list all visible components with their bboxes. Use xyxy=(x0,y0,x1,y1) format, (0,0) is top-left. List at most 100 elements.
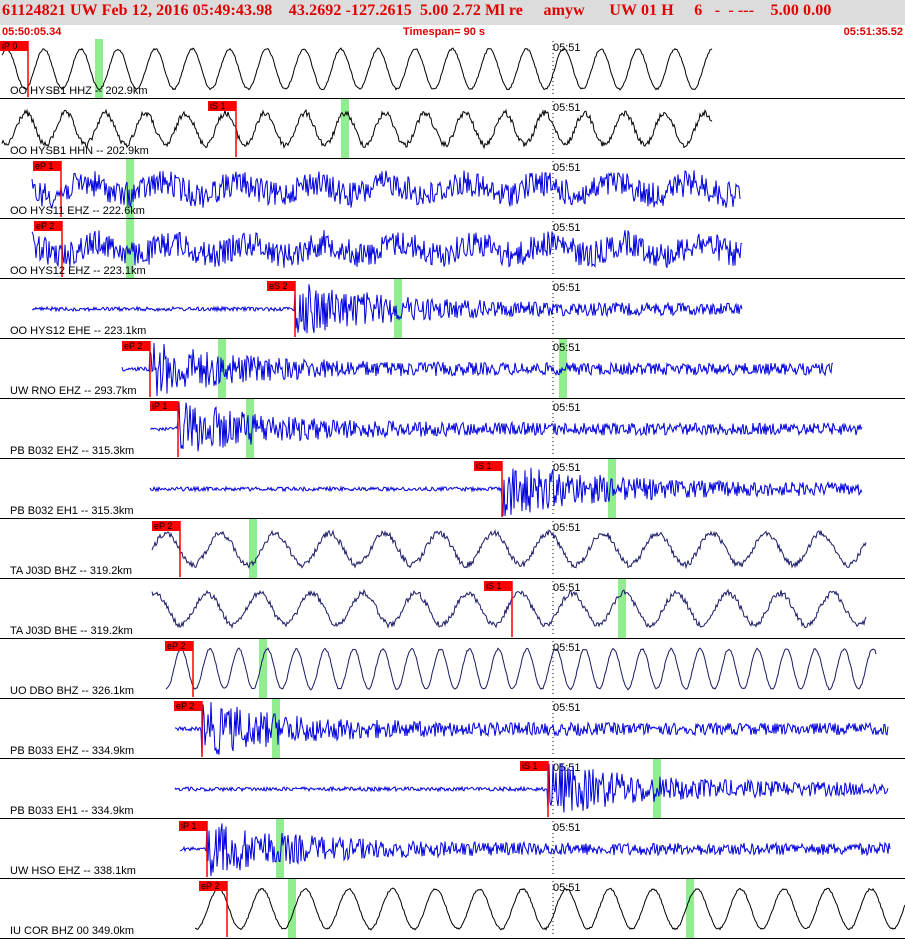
trace-row[interactable]: 05:51 eP 2 TA J03D BHZ -- 319.2km xyxy=(0,519,905,579)
waveform xyxy=(31,284,743,334)
pick-label: iP 1 xyxy=(152,401,167,411)
pick-label: eP 2 xyxy=(154,521,172,531)
trace-row[interactable]: 05:51 eP 2 PB B033 EHZ -- 334.9km xyxy=(0,699,905,759)
pick-flag[interactable] xyxy=(199,881,227,891)
pick-label: iS 1 xyxy=(476,461,492,471)
trace-row[interactable]: 05:51 eP 2 OO HYS12 EHZ -- 223.1km xyxy=(0,219,905,279)
waveform xyxy=(31,230,743,268)
minute-label: 05:51 xyxy=(553,762,581,774)
theoretical-arrival-marker xyxy=(608,459,616,518)
waveform xyxy=(1,108,713,150)
timespan-label: Timespan= 90 s xyxy=(403,26,486,38)
waveform xyxy=(165,647,877,691)
event-header: 61124821 UW Feb 12, 2016 05:49:43.98 43.… xyxy=(0,0,905,26)
minute-label: 05:51 xyxy=(553,402,581,414)
theoretical-arrival-marker xyxy=(276,819,284,878)
start-time: 05:50:05.34 xyxy=(2,26,62,38)
pick-label: eP 2 xyxy=(124,341,142,351)
pick-flag[interactable] xyxy=(267,281,295,291)
pick-flag[interactable] xyxy=(179,821,207,831)
trace-row[interactable]: 05:51 eS 2 OO HYS12 EHE -- 223.1km xyxy=(0,279,905,339)
minute-label: 05:51 xyxy=(553,162,581,174)
trace-row[interactable]: 05:51 iP 1 UW HSO EHZ -- 338.1km xyxy=(0,819,905,879)
waveform xyxy=(149,467,863,517)
waveform xyxy=(179,823,891,877)
theoretical-arrival-marker xyxy=(686,879,694,938)
station-label: UW HSO EHZ -- 338.1km xyxy=(10,865,136,877)
trace-row[interactable]: 05:51 iP 0 OO HYSB1 HHZ -- 202.9km xyxy=(0,39,905,99)
minute-label: 05:51 xyxy=(553,282,581,294)
theoretical-arrival-marker xyxy=(249,519,257,578)
pick-flag[interactable] xyxy=(520,761,548,771)
trace-row[interactable]: 05:51 iS 1 PB B032 EH1 -- 315.3km xyxy=(0,459,905,519)
pick-flag[interactable] xyxy=(208,101,236,111)
pick-label: eS 2 xyxy=(269,281,288,291)
pick-label: eP 2 xyxy=(167,641,185,651)
pick-flag[interactable] xyxy=(174,701,202,711)
minute-label: 05:51 xyxy=(553,882,581,894)
trace-row[interactable]: 05:51 iS 1 PB B033 EH1 -- 334.9km xyxy=(0,759,905,819)
trace-row[interactable]: 05:51 eP 2 UW RNO EHZ -- 293.7km xyxy=(0,339,905,399)
pick-label: iS 1 xyxy=(210,101,226,111)
waveform xyxy=(1,47,713,91)
pick-flag[interactable] xyxy=(474,461,502,471)
minute-label: 05:51 xyxy=(553,102,581,114)
pick-label: eP 1 xyxy=(35,161,53,171)
trace-row[interactable]: 05:51 eP 1 OO HYS11 EHZ -- 222.6km xyxy=(0,159,905,219)
waveform xyxy=(151,528,867,570)
event-summary: 61124821 UW Feb 12, 2016 05:49:43.98 43.… xyxy=(2,2,832,19)
pick-flag[interactable] xyxy=(150,401,178,411)
minute-label: 05:51 xyxy=(553,522,581,534)
pick-flag[interactable] xyxy=(34,221,62,231)
theoretical-arrival-marker xyxy=(126,219,134,278)
theoretical-arrival-marker xyxy=(559,339,567,398)
minute-label: 05:51 xyxy=(553,42,581,54)
pick-flag[interactable] xyxy=(152,521,180,531)
theoretical-arrival-marker xyxy=(288,879,296,938)
trace-row[interactable]: 05:51 iS 1 TA J03D BHE -- 319.2km xyxy=(0,579,905,639)
theoretical-arrival-marker xyxy=(95,39,103,98)
station-label: PB B032 EH1 -- 315.3km xyxy=(10,505,134,517)
end-time: 05:51:35.52 xyxy=(843,26,903,38)
time-bar: 05:50:05.34 Timespan= 90 s 05:51:35.52 xyxy=(0,25,905,39)
pick-flag[interactable] xyxy=(122,341,150,351)
station-label: UO DBO BHZ -- 326.1km xyxy=(10,685,134,697)
station-label: OO HYS11 EHZ -- 222.6km xyxy=(10,205,145,217)
trace-row[interactable]: 05:51 iP 1 PB B032 EHZ -- 315.3km xyxy=(0,399,905,459)
theoretical-arrival-marker xyxy=(126,159,134,218)
trace-row[interactable]: 05:51 eP 2 UO DBO BHZ -- 326.1km xyxy=(0,639,905,699)
minute-label: 05:51 xyxy=(553,582,581,594)
station-label: OO HYS12 EHE -- 223.1km xyxy=(10,325,146,337)
trace-row[interactable]: 05:51 eP 2 IU COR BHZ 00 349.0km xyxy=(0,879,905,939)
theoretical-arrival-marker xyxy=(394,279,402,338)
waveform xyxy=(174,702,889,757)
minute-label: 05:51 xyxy=(553,462,581,474)
theoretical-arrival-marker xyxy=(618,579,626,638)
pick-flag[interactable] xyxy=(33,161,61,171)
pick-label: eP 2 xyxy=(201,881,219,891)
seismogram-panel[interactable]: 05:51 iP 0 OO HYSB1 HHZ -- 202.9km 05:51 iS … xyxy=(0,39,905,940)
waveform xyxy=(194,887,905,931)
waveform xyxy=(121,342,834,397)
minute-label: 05:51 xyxy=(553,342,581,354)
station-label: TA J03D BHZ -- 319.2km xyxy=(10,565,132,577)
waveform xyxy=(174,763,889,813)
minute-label: 05:51 xyxy=(553,702,581,714)
trace-row[interactable]: 05:51 iS 1 OO HYSB1 HHN -- 202.9km xyxy=(0,99,905,159)
theoretical-arrival-marker xyxy=(259,639,267,698)
pick-label: eP 2 xyxy=(176,701,194,711)
seismogram-traces[interactable]: 05:51 iP 0 OO HYSB1 HHZ -- 202.9km 05:51 iS … xyxy=(0,39,905,940)
pick-label: eP 2 xyxy=(36,221,54,231)
station-label: PB B033 EHZ -- 334.9km xyxy=(10,745,134,757)
pick-flag[interactable] xyxy=(165,641,193,651)
theoretical-arrival-marker xyxy=(272,699,280,758)
pick-flag[interactable] xyxy=(0,41,28,51)
station-label: PB B032 EHZ -- 315.3km xyxy=(10,445,134,457)
waveform xyxy=(151,588,867,630)
station-label: OO HYSB1 HHN -- 202.9km xyxy=(10,145,149,157)
minute-label: 05:51 xyxy=(553,642,581,654)
waveform xyxy=(31,170,741,210)
theoretical-arrival-marker xyxy=(246,399,254,458)
station-label: OO HYSB1 HHZ -- 202.9km xyxy=(10,85,148,97)
pick-flag[interactable] xyxy=(484,581,512,591)
